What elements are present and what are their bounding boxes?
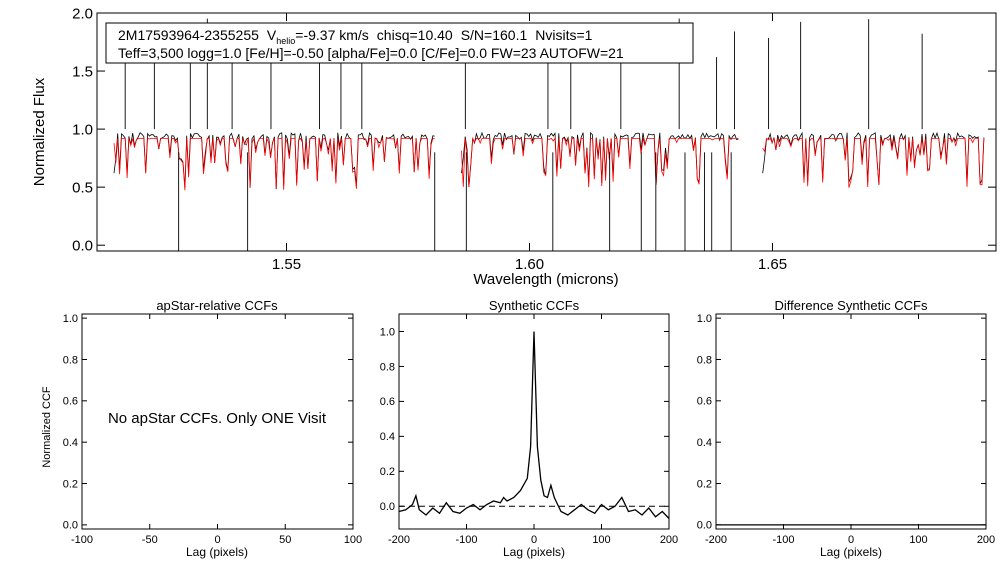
synthetic-ccf-y-tick-label: 0.2 [380, 466, 395, 478]
vhelio-value: =-9.37 km/s [295, 27, 369, 43]
chisq-value: chisq=10.40 [377, 27, 453, 43]
apstar-ccf-x-tick-label: -100 [71, 534, 93, 546]
synthetic-ccf-line [398, 331, 670, 519]
synthetic-ccf-x-tick-label: -200 [388, 534, 410, 546]
apstar-ccf-x-label: Lag (pixels) [186, 545, 248, 559]
synthetic-ccf-x-tick-label: 200 [660, 534, 678, 546]
synthetic-ccf-y-tick-label: 0.8 [380, 361, 395, 373]
vhelio-label: V [267, 27, 277, 43]
synthetic-ccf-traces [398, 331, 670, 519]
spectrum-x-tick-label: 1.55 [272, 256, 301, 273]
difference-ccf-title: Difference Synthetic CCFs [775, 298, 928, 313]
spectrum-y-label: Normalized Flux [31, 77, 48, 186]
info-line-2: Teff=3,500 logg=1.0 [Fe/H]=-0.50 [alpha/… [118, 45, 624, 61]
synthetic-ccf-panel: Synthetic CCFs -200 -100 0 100 200 0.0 0.2 0.4 0… [380, 298, 678, 559]
synthetic-ccf-axis-ticks: -200 -100 0 100 200 0.0 0.2 0.4 0.6 0.8 1.0 [380, 314, 678, 546]
nvisits-value: Nvisits=1 [535, 27, 592, 43]
apstar-ccf-x-tick-label: 100 [344, 534, 362, 546]
spectrum-y-tick-label: 1.0 [72, 121, 93, 138]
spectrum-frame [96, 12, 997, 252]
observed-spectrum-line [113, 132, 435, 190]
synthetic-ccf-x-tick-label: -100 [455, 534, 477, 546]
difference-ccf-x-label: Lag (pixels) [820, 545, 882, 559]
difference-ccf-x-tick-label: -200 [705, 534, 727, 546]
spectrum-x-label: Wavelength (microns) [473, 271, 618, 288]
apstar-ccf-y-tick-label: 0.2 [63, 478, 78, 490]
apstar-ccf-x-tick-label: -50 [142, 534, 158, 546]
difference-ccf-y-tick-label: 0.8 [697, 354, 712, 366]
synthetic-ccf-y-tick-label: 1.0 [380, 326, 395, 338]
difference-ccf-y-tick-label: 1.0 [697, 313, 712, 325]
apstar-ccf-y-label: Normalized CCF [41, 386, 53, 468]
synthetic-spectrum-line [113, 136, 435, 191]
difference-ccf-axis-ticks: -200 -100 0 100 200 0.0 0.2 0.4 0.6 0.8 1.0 [697, 313, 995, 546]
synthetic-ccf-y-tick-label: 0.6 [380, 396, 395, 408]
info-line-1: 2M17593964-2355255 Vhelio=-9.37 km/s chisq… [118, 27, 593, 46]
spectrum-panel: 1.55 1.60 1.65 0.0 0.5 1.0 1.5 2.0 2M17593964-2… [31, 5, 997, 288]
vhelio-subscript: helio [276, 36, 295, 46]
apstar-ccf-y-tick-label: 0.4 [63, 437, 78, 449]
synthetic-ccf-title: Synthetic CCFs [489, 298, 580, 313]
synthetic-ccf-x-tick-label: 0 [531, 534, 537, 546]
difference-ccf-y-tick-label: 0.6 [697, 396, 712, 408]
spectrum-info-box: 2M17593964-2355255 Vhelio=-9.37 km/s chisq… [105, 22, 694, 64]
difference-ccf-x-tick-label: -100 [772, 534, 794, 546]
apstar-ccf-x-tick-label: 50 [279, 534, 291, 546]
spectrum-axis-ticks: 1.55 1.60 1.65 0.0 0.5 1.0 1.5 2.0 [72, 5, 996, 273]
synthetic-ccf-y-tick-label: 0.4 [380, 431, 395, 443]
difference-ccf-y-tick-label: 0.4 [697, 437, 712, 449]
spectrum-y-tick-label: 0.0 [72, 237, 93, 254]
spectrum-x-tick-label: 1.65 [758, 256, 787, 273]
spectrum-y-tick-label: 1.5 [72, 63, 93, 80]
difference-ccf-y-tick-label: 0.2 [697, 478, 712, 490]
apstar-ccf-y-tick-label: 0.6 [63, 396, 78, 408]
difference-ccf-x-tick-label: 100 [909, 534, 927, 546]
apstar-ccf-y-tick-label: 0.0 [63, 520, 78, 532]
synthetic-spectrum-line [461, 136, 739, 188]
apstar-ccf-axis-ticks: -100 -50 0 50 100 0.0 0.2 0.4 0.6 0.8 1.0 [63, 313, 362, 546]
star-id: 2M17593964-2355255 [118, 27, 259, 43]
spectrum-traces [113, 18, 985, 251]
info-box-frame [105, 22, 694, 64]
difference-ccf-x-tick-label: 0 [848, 534, 854, 546]
difference-ccf-frame [715, 313, 987, 530]
spectrum-x-tick-label: 1.60 [515, 256, 544, 273]
synthetic-spectrum-line [762, 137, 985, 188]
difference-ccf-x-tick-label: 200 [977, 534, 995, 546]
difference-ccf-panel: Difference Synthetic CCFs -200 -100 0 100 20… [697, 298, 995, 559]
synthetic-ccf-x-label: Lag (pixels) [503, 545, 565, 559]
observed-spectrum-line [762, 131, 985, 185]
sn-value: S/N=160.1 [461, 27, 528, 43]
apstar-ccf-y-tick-label: 1.0 [63, 313, 78, 325]
apstar-ccf-panel: apStar-relative CCFs -100 -50 0 50 100 0.0 0.2… [41, 298, 362, 559]
apstar-ccf-x-tick-label: 0 [214, 534, 220, 546]
apstar-ccf-y-tick-label: 0.8 [63, 354, 78, 366]
difference-ccf-y-tick-label: 0.0 [697, 520, 712, 532]
apstar-ccf-annotation: No apStar CCFs. Only ONE Visit [108, 410, 327, 427]
apstar-ccf-title: apStar-relative CCFs [156, 298, 278, 313]
spectrum-y-tick-label: 2.0 [72, 5, 93, 22]
synthetic-ccf-y-tick-label: 0.0 [380, 501, 395, 513]
spectrum-y-tick-label: 0.5 [72, 179, 93, 196]
synthetic-ccf-x-tick-label: 100 [592, 534, 610, 546]
